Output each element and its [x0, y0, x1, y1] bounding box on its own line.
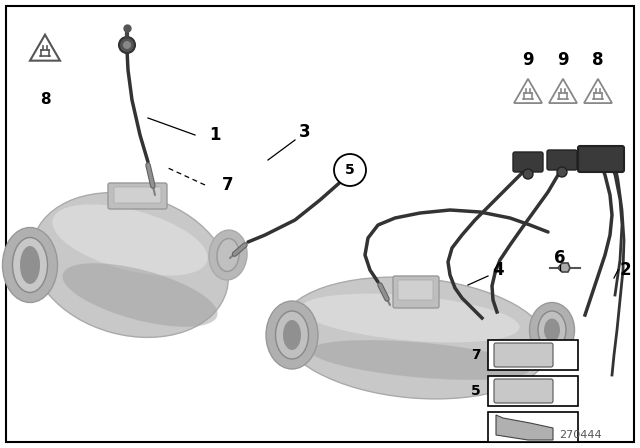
- Ellipse shape: [266, 301, 318, 369]
- Circle shape: [119, 37, 135, 53]
- FancyBboxPatch shape: [578, 146, 624, 172]
- FancyBboxPatch shape: [108, 183, 167, 209]
- Polygon shape: [584, 79, 612, 103]
- Text: 5: 5: [471, 384, 481, 398]
- FancyBboxPatch shape: [494, 343, 553, 367]
- FancyBboxPatch shape: [513, 152, 543, 172]
- Text: 1: 1: [209, 126, 221, 144]
- Polygon shape: [549, 79, 577, 103]
- Text: 8: 8: [40, 92, 51, 108]
- Bar: [488, 340, 578, 370]
- Ellipse shape: [13, 237, 47, 293]
- Text: 270444: 270444: [559, 430, 602, 440]
- Text: 2: 2: [619, 261, 631, 279]
- Circle shape: [334, 154, 366, 186]
- Ellipse shape: [209, 230, 247, 280]
- Bar: [488, 376, 578, 406]
- FancyBboxPatch shape: [114, 187, 161, 203]
- Circle shape: [523, 169, 533, 179]
- FancyBboxPatch shape: [547, 150, 577, 170]
- Ellipse shape: [20, 246, 40, 284]
- Polygon shape: [558, 263, 570, 272]
- Text: 5: 5: [345, 163, 355, 177]
- Bar: [488, 412, 578, 442]
- Circle shape: [557, 167, 567, 177]
- Polygon shape: [496, 415, 553, 440]
- Ellipse shape: [217, 238, 239, 271]
- Ellipse shape: [63, 263, 218, 327]
- FancyBboxPatch shape: [393, 276, 439, 308]
- FancyBboxPatch shape: [494, 379, 553, 403]
- Text: 7: 7: [222, 176, 234, 194]
- Circle shape: [123, 41, 131, 49]
- Ellipse shape: [32, 193, 228, 337]
- Text: 4: 4: [492, 261, 504, 279]
- Ellipse shape: [544, 319, 560, 341]
- FancyBboxPatch shape: [398, 280, 433, 300]
- Text: 8: 8: [592, 51, 604, 69]
- Text: 9: 9: [557, 51, 569, 69]
- Polygon shape: [30, 34, 60, 60]
- Ellipse shape: [52, 204, 207, 276]
- Text: 6: 6: [554, 249, 566, 267]
- Ellipse shape: [280, 277, 550, 399]
- Text: 9: 9: [522, 51, 534, 69]
- Ellipse shape: [275, 311, 308, 359]
- Ellipse shape: [283, 320, 301, 350]
- Polygon shape: [514, 79, 542, 103]
- Ellipse shape: [300, 293, 520, 342]
- Text: 3: 3: [299, 123, 311, 141]
- Ellipse shape: [310, 340, 529, 380]
- Ellipse shape: [538, 311, 566, 349]
- Text: 7: 7: [471, 348, 481, 362]
- Ellipse shape: [3, 228, 58, 302]
- Ellipse shape: [529, 302, 575, 358]
